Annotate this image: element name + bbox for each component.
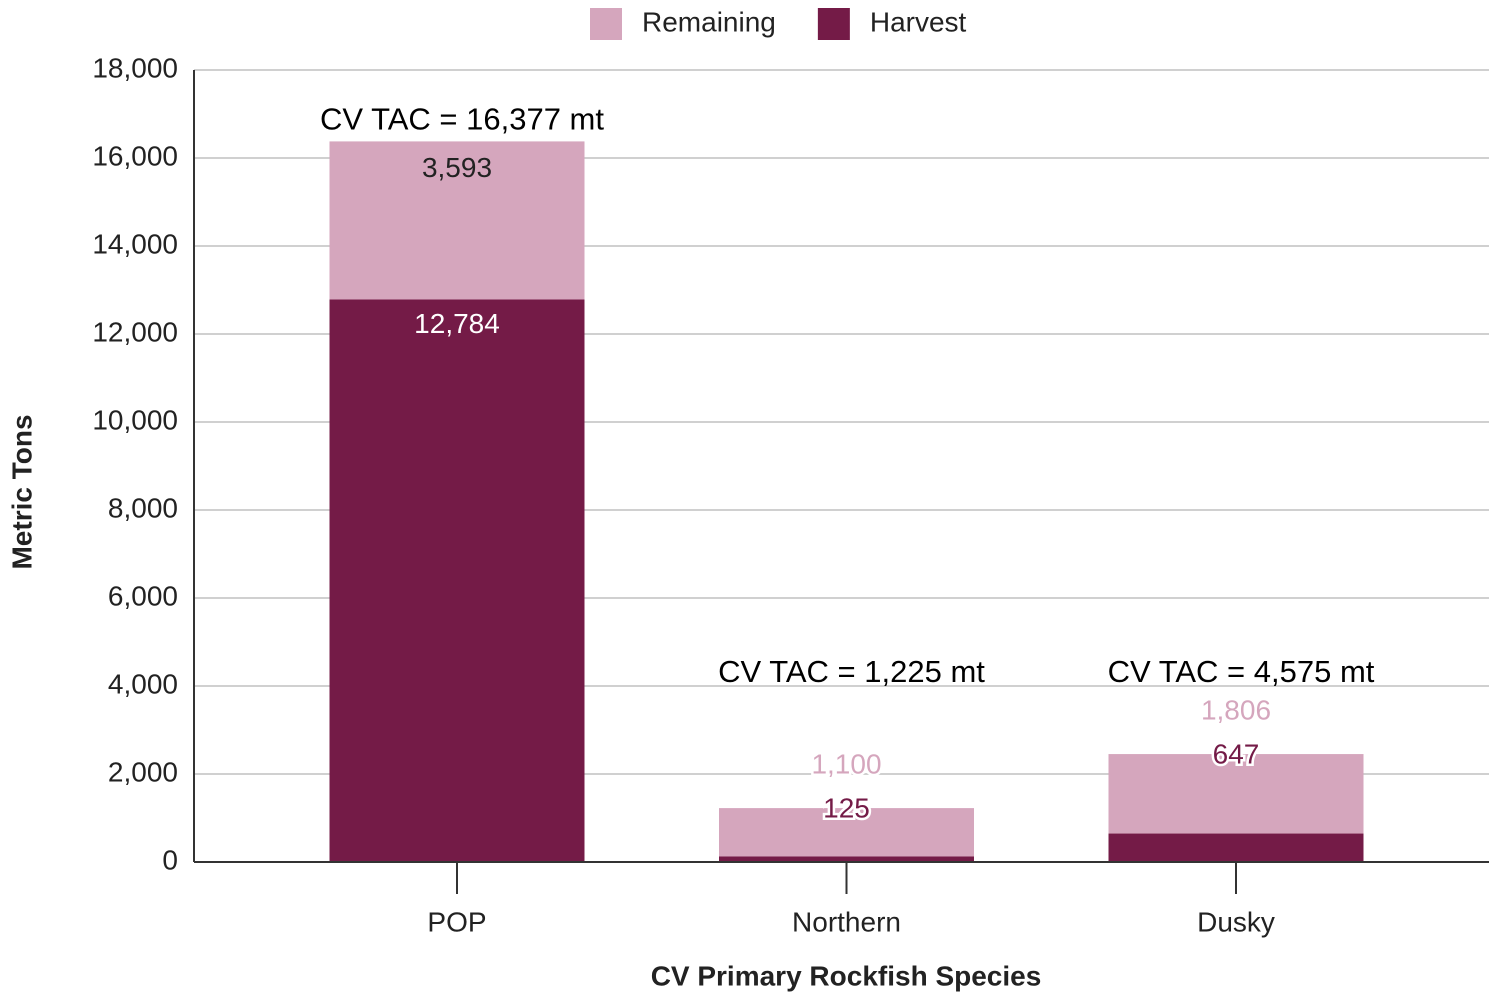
data-label: 3,593 [422,152,492,183]
bar-segment [719,808,974,857]
y-tick-label: 0 [162,844,178,875]
x-axis-title: CV Primary Rockfish Species [651,960,1042,991]
bar-segment [1108,833,1364,862]
y-tick-label: 12,000 [92,316,178,347]
y-tick-label: 2,000 [108,756,178,787]
data-label: 647 [1213,738,1260,769]
legend-swatch [590,8,622,40]
y-tick-label: 16,000 [92,140,178,171]
bar-segment [329,141,585,300]
data-label: 125 [823,792,870,823]
legend-label: Harvest [870,6,967,37]
data-label: 12,784 [414,308,500,339]
bar-segment [329,299,585,862]
annotation: CV TAC = 1,225 mt [718,654,985,689]
y-tick-label: 14,000 [92,228,178,259]
data-label: 1,100 [811,748,881,779]
y-tick-label: 8,000 [108,492,178,523]
annotation: CV TAC = 4,575 mt [1108,654,1375,689]
x-tick-label: Dusky [1197,906,1275,937]
legend-swatch [817,8,850,40]
y-tick-label: 10,000 [92,404,178,435]
x-tick-label: POP [427,906,486,937]
y-tick-label: 4,000 [108,668,178,699]
annotation: CV TAC = 16,377 mt [320,102,604,137]
bar-segment [719,856,974,862]
x-tick-label: Northern [792,906,901,937]
y-tick-label: 6,000 [108,580,178,611]
y-axis-title: Metric Tons [6,414,37,569]
legend-label: Remaining [642,6,776,37]
bar-segment [1108,754,1364,834]
y-tick-label: 18,000 [92,52,178,83]
data-label: 1,806 [1201,694,1271,725]
